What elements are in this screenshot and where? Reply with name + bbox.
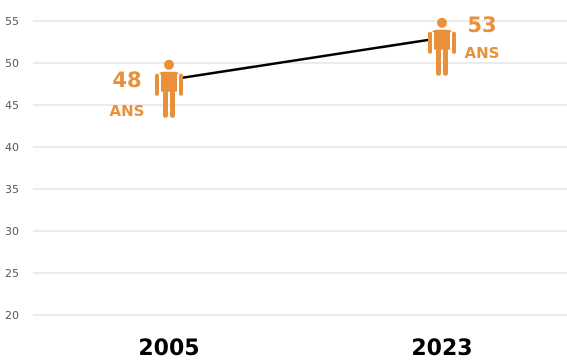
x-category-label-2023: 2023 [411,336,472,360]
data-unit-label: ANS [465,44,500,62]
y-tick-label: 55 [5,15,19,28]
data-value-label: 48 [112,68,141,92]
person-icon [155,59,183,118]
y-axis-tick-labels: 20 25 30 35 40 45 50 55 [5,15,19,322]
y-tick-label: 35 [5,183,19,196]
series-line-path [168,36,443,82]
series-line [168,36,443,82]
y-tick-label: 40 [5,141,19,154]
y-tick-label: 30 [5,225,19,238]
x-axis-category-labels: 2005 2023 [138,336,472,360]
data-point-2023: 53 ANS [428,13,499,76]
data-point-2005: 48 ANS [110,59,183,120]
grid-lines [33,20,567,316]
y-tick-label: 20 [5,309,19,322]
x-category-label-2005: 2005 [138,336,199,360]
y-tick-label: 50 [5,57,19,70]
data-unit-label: ANS [110,102,145,120]
y-tick-label: 45 [5,99,19,112]
data-points: 48 ANS 53 ANS [110,13,500,120]
person-icon [428,17,456,76]
data-value-label: 53 [467,13,496,37]
y-tick-label: 25 [5,267,19,280]
